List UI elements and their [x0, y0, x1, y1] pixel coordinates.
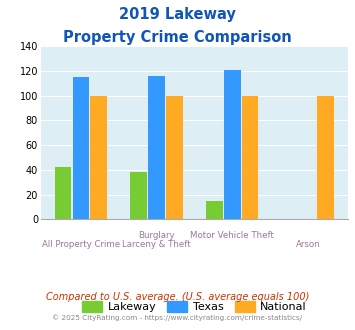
Text: Property Crime Comparison: Property Crime Comparison [63, 30, 292, 45]
Text: Motor Vehicle Theft: Motor Vehicle Theft [190, 231, 274, 240]
Text: © 2025 CityRating.com - https://www.cityrating.com/crime-statistics/: © 2025 CityRating.com - https://www.city… [53, 314, 302, 321]
Text: Larceny & Theft: Larceny & Theft [122, 241, 191, 249]
Bar [130, 172, 147, 219]
Bar [224, 70, 240, 219]
Text: All Property Crime: All Property Crime [42, 241, 120, 249]
Text: Burglary: Burglary [138, 231, 175, 240]
Bar [90, 96, 107, 219]
Bar [166, 96, 182, 219]
Bar [55, 168, 71, 219]
Bar [206, 201, 223, 219]
Legend: Lakeway, Texas, National: Lakeway, Texas, National [82, 301, 307, 313]
Bar [242, 96, 258, 219]
Text: Compared to U.S. average. (U.S. average equals 100): Compared to U.S. average. (U.S. average … [46, 292, 309, 302]
Bar [317, 96, 334, 219]
Text: 2019 Lakeway: 2019 Lakeway [119, 7, 236, 22]
Bar [148, 76, 165, 219]
Bar [72, 77, 89, 219]
Text: Arson: Arson [295, 241, 320, 249]
